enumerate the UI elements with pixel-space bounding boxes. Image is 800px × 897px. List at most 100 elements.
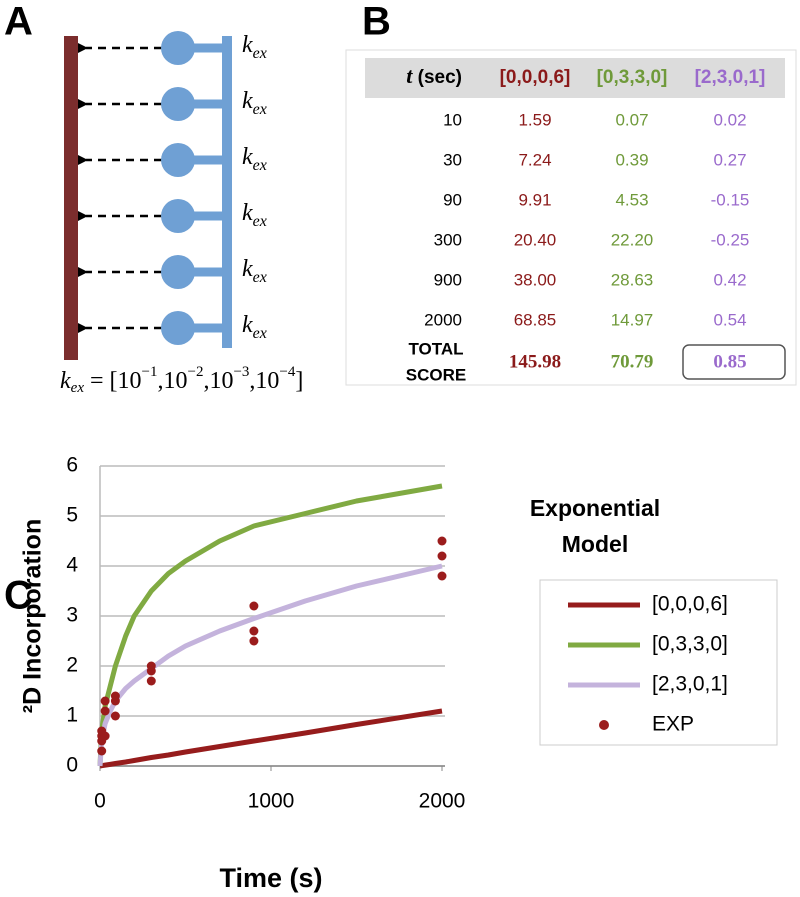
formula-part: = [10 <box>84 368 142 394</box>
score-cell: 38.00 <box>514 270 557 289</box>
probe <box>161 199 195 233</box>
time-cell: 10 <box>443 110 462 129</box>
table: t (sec) [0,0,0,6] [0,3,3,0] [2,3,0,1] 10 1.59… <box>406 63 786 384</box>
score-cell: 1.59 <box>518 110 551 129</box>
rate-label: kex <box>242 312 267 342</box>
y-tick-label: 3 <box>66 604 78 627</box>
formula-part: ,10 <box>203 368 233 394</box>
legend-label: [0,3,3,0] <box>652 633 728 656</box>
time-cell: 900 <box>434 270 462 289</box>
rate-symbol: k <box>242 88 253 114</box>
rate-label: kex <box>242 256 267 286</box>
formula-part: ex <box>71 380 85 396</box>
table-frame <box>345 49 797 386</box>
data-point <box>110 691 120 701</box>
header-time: t (sec) <box>406 63 462 88</box>
score-cell: 0.42 <box>713 270 746 289</box>
rate-subscript: ex <box>253 325 267 342</box>
y-axis-label: ²D Incorporation <box>19 519 47 713</box>
rate-symbol: k <box>242 32 253 58</box>
chart: 0 1 2 3 4 5 6 0 1000 2000 Time (s) ²D Incorporation… <box>19 454 778 893</box>
data-point <box>146 661 156 671</box>
score-cell: 14.97 <box>611 310 654 329</box>
score-cell: 0.02 <box>713 110 746 129</box>
score-cell: 0.07 <box>615 110 648 129</box>
y-tick-label: 5 <box>66 504 78 527</box>
score-cell: 28.63 <box>611 270 654 289</box>
score-cell: 0.27 <box>713 150 746 169</box>
score-cell: 7.24 <box>518 150 551 169</box>
formula-part: −3 <box>233 364 249 380</box>
formula-part: ,10 <box>249 368 279 394</box>
data-point <box>249 636 259 646</box>
panel-label: A <box>4 0 33 44</box>
header-unit: (sec) <box>418 67 462 88</box>
total-score: 70.79 <box>611 351 654 372</box>
formula-part: ] <box>295 368 303 394</box>
legend-label: EXP <box>652 713 694 736</box>
rate-label: kex <box>242 144 267 174</box>
formula-part: −4 <box>279 364 295 380</box>
time-cell: 90 <box>443 190 462 209</box>
y-tick-label: 4 <box>66 554 78 577</box>
rate-label: kex <box>242 32 267 62</box>
score-cell: 20.40 <box>514 230 557 249</box>
data-point <box>437 536 447 546</box>
score-cell: -0.15 <box>711 190 750 209</box>
x-tick-label: 1000 <box>248 790 295 813</box>
time-cell: 30 <box>443 150 462 169</box>
header-model: [2,3,0,1] <box>695 67 766 88</box>
probe <box>161 143 195 177</box>
probe <box>161 255 195 289</box>
membrane <box>64 36 78 360</box>
header-var: t <box>406 63 413 88</box>
legend-label: [0,0,0,6] <box>652 593 728 616</box>
rate-label: kex <box>242 200 267 230</box>
data-point <box>100 706 110 716</box>
header-model: [0,3,3,0] <box>597 67 668 88</box>
series-line <box>99 708 443 769</box>
y-tick-label: 6 <box>66 454 78 477</box>
data-point <box>100 696 110 706</box>
legend-label: [2,3,0,1] <box>652 673 728 696</box>
total-score: 145.98 <box>509 351 561 372</box>
rate-subscript: ex <box>253 269 267 286</box>
y-tick-label: 0 <box>66 754 78 777</box>
rate-subscript: ex <box>253 157 267 174</box>
rate-symbol: k <box>242 200 253 226</box>
x-axis-label: Time (s) <box>219 863 322 893</box>
total-label: TOTAL <box>408 339 463 358</box>
data-point <box>110 711 120 721</box>
score-cell: 4.53 <box>615 190 648 209</box>
y-tick-label: 2 <box>66 654 78 677</box>
highlight-box <box>682 344 786 380</box>
data-point <box>249 626 259 636</box>
data-point <box>97 746 107 756</box>
rate-symbol: k <box>242 256 253 282</box>
x-tick-label: 2000 <box>419 790 466 813</box>
header-model: [0,0,0,6] <box>500 67 571 88</box>
table-header-band <box>365 58 785 98</box>
total-label: SCORE <box>406 365 466 384</box>
backbone <box>222 36 232 348</box>
legend-title: Model <box>562 531 628 557</box>
probe <box>161 311 195 345</box>
time-cell: 2000 <box>424 310 462 329</box>
score-cell: -0.25 <box>711 230 750 249</box>
score-cell: 0.54 <box>713 310 746 329</box>
y-tick-label: 1 <box>66 704 78 727</box>
panel-label: B <box>362 0 391 44</box>
formula-part: ,10 <box>157 368 187 394</box>
rate-subscript: ex <box>253 213 267 230</box>
data-point <box>146 676 156 686</box>
formula-part: −1 <box>142 364 158 380</box>
data-point <box>437 551 447 561</box>
legend-marker <box>599 720 609 730</box>
score-cell: 9.91 <box>518 190 551 209</box>
legend-title: Exponential <box>530 495 660 521</box>
data-point <box>100 731 110 741</box>
score-cell: 68.85 <box>514 310 557 329</box>
